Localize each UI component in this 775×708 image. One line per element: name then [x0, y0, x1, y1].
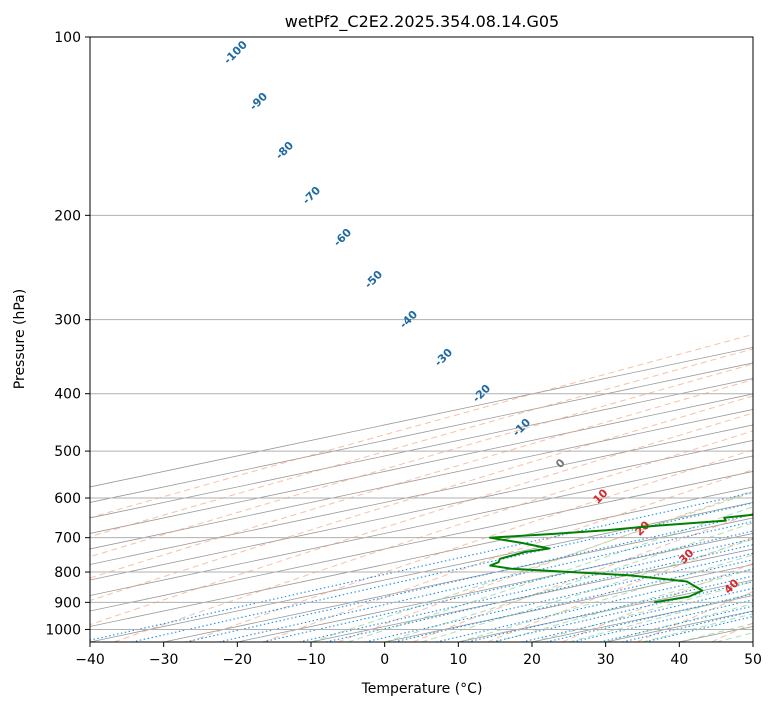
dry-adiabat-label: 0 — [553, 456, 568, 471]
mixing-ratio-line — [492, 580, 753, 642]
mixing-ratio-line — [436, 568, 753, 642]
dry-adiabat-label: -100 — [221, 38, 250, 67]
dry-adiabat-label: -50 — [362, 268, 385, 291]
dry-adiabat-line — [263, 469, 753, 642]
dry-adiabat-line — [90, 395, 753, 602]
dry-adiabat-label: -30 — [432, 346, 455, 369]
isotherm-line — [531, 595, 753, 642]
mixing-ratio-line — [645, 615, 753, 642]
dry-adiabat-line — [188, 449, 753, 642]
x-tick-label: 30 — [597, 652, 615, 668]
profiles — [488, 513, 753, 604]
isotherm-line — [458, 579, 753, 642]
isotherm-line — [679, 626, 753, 642]
y-tick-label: 1000 — [45, 622, 81, 638]
chart-title: wetPf2_C2E2.2025.354.08.14.G05 — [285, 12, 559, 32]
mixing-ratio-line — [365, 552, 753, 642]
moist-adiabat-line — [642, 613, 753, 642]
isotherm-line — [90, 409, 753, 550]
dry-adiabat-label: -20 — [470, 382, 493, 405]
isotherm-line — [90, 486, 753, 627]
x-tick-label: 40 — [670, 652, 688, 668]
background-lines — [90, 333, 753, 642]
isotherm-line — [163, 517, 753, 642]
y-tick-label: 100 — [54, 30, 81, 46]
y-tick-label: 400 — [54, 387, 81, 403]
isotherm-line — [90, 346, 753, 488]
isotherm-line — [90, 424, 753, 565]
moist-adiabat-line — [458, 554, 753, 642]
y-tick-label: 500 — [54, 444, 81, 460]
dry-adiabat-line — [487, 536, 753, 642]
mixing-ratio-line — [622, 610, 753, 642]
x-tick-label: 50 — [744, 652, 762, 668]
dry-adiabat-line — [90, 379, 753, 579]
isotherm-line — [90, 378, 753, 519]
isotherm-line — [90, 455, 753, 596]
dry-adiabat-label: -60 — [331, 226, 354, 249]
dry-adiabat-line — [636, 591, 753, 642]
moist-adiabat-line — [679, 622, 753, 642]
x-tick-label: −20 — [223, 652, 253, 668]
dry-adiabat-line — [90, 412, 753, 626]
pressure-gridlines — [90, 37, 753, 630]
isotherm-line — [90, 471, 753, 612]
x-tick-label: −40 — [75, 652, 105, 668]
isotherm-line — [90, 440, 753, 581]
y-tick-label: 700 — [54, 531, 81, 547]
x-tick-label: 0 — [380, 652, 389, 668]
moist-adiabat-line — [421, 538, 753, 642]
y-axis-label: Pressure (hPa) — [12, 289, 28, 389]
dry-adiabat-label: -90 — [247, 90, 270, 113]
mixing-ratio-line — [599, 605, 753, 642]
dry-adiabat-line — [90, 333, 753, 519]
dry-adiabat-line — [90, 348, 753, 538]
dewpoint-profile — [488, 513, 753, 604]
dry-adiabat-line — [90, 363, 753, 558]
mixing-ratio-line — [521, 587, 753, 642]
moist-adiabat-line — [531, 581, 753, 642]
moist-adiabat-line — [347, 506, 753, 642]
mixing-ratio-line — [394, 559, 753, 642]
isotherm-line — [752, 641, 753, 642]
y-tick-label: 600 — [54, 491, 81, 507]
x-axis-ticks: −40 −30 −20 −10 0 10 20 30 40 50 — [75, 642, 762, 668]
x-axis-label: Temperature (°C) — [361, 681, 483, 697]
dry-adiabat-label: -70 — [300, 184, 323, 207]
moist-adiabat-line — [495, 568, 753, 642]
isotherm-line — [90, 393, 753, 534]
dry-adiabat-label: -10 — [510, 416, 533, 439]
isotherm-line — [90, 362, 753, 503]
mixing-ratio-line — [90, 491, 753, 641]
dry-adiabat-line — [338, 490, 753, 642]
plot-frame — [89, 36, 754, 643]
y-tick-label: 200 — [54, 208, 81, 224]
isotherm-line — [384, 564, 753, 642]
mixing-ratio-line — [299, 538, 753, 642]
x-tick-label: −30 — [149, 652, 179, 668]
y-tick-label: 800 — [54, 565, 81, 581]
y-tick-label: 900 — [54, 595, 81, 611]
dry-adiabat-label: -80 — [273, 139, 296, 162]
x-tick-label: 10 — [449, 652, 467, 668]
dry-adiabat-label: -40 — [397, 308, 420, 331]
moist-adiabat-line — [384, 522, 753, 642]
mixing-ratio-line — [467, 575, 753, 642]
x-tick-label: 20 — [523, 652, 541, 668]
isotherm-line — [90, 502, 753, 642]
y-tick-label: 300 — [54, 313, 81, 329]
dry-adiabat-label: 40 — [722, 576, 742, 596]
isotherm-line — [237, 533, 753, 642]
x-tick-label: −10 — [296, 652, 326, 668]
moist-adiabat-line — [568, 592, 753, 642]
y-axis-ticks: 100 200 300 400 500 600 700 800 900 1000 — [45, 30, 90, 638]
